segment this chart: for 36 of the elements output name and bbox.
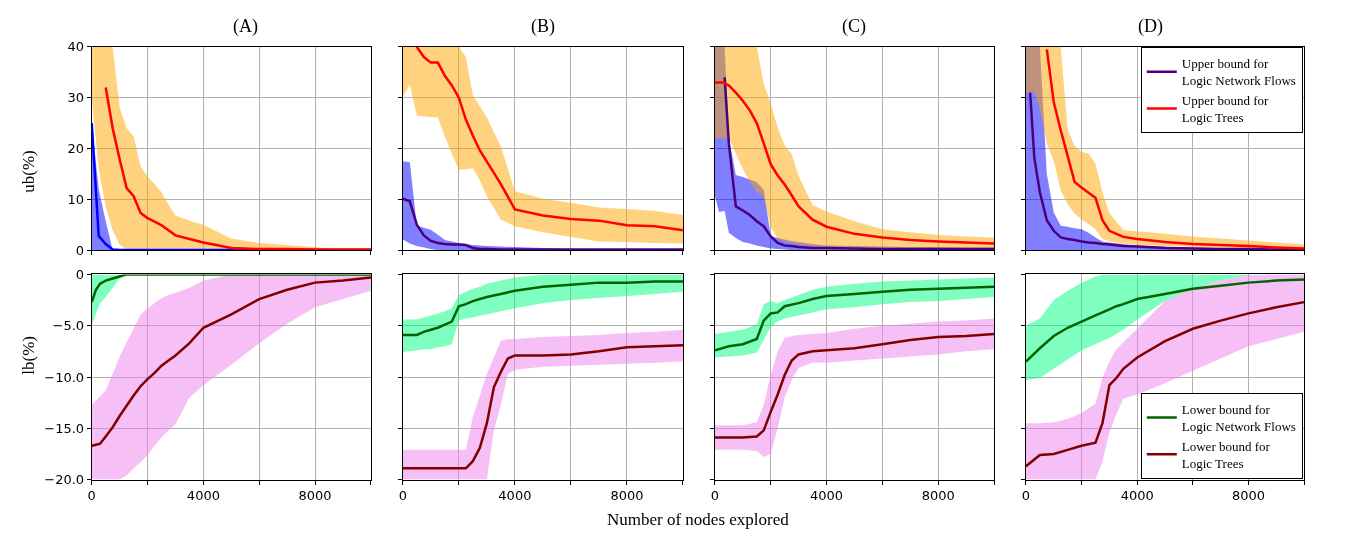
line-series (91, 276, 371, 447)
x-tick-label: 8000 (1231, 488, 1266, 504)
legend-label: Upper bound for Logic Trees (1181, 93, 1270, 126)
y-tick-label: 0 (75, 242, 85, 258)
legend-label: Lower bound for Logic Network Flows (1181, 402, 1296, 434)
chart-title: (A) (233, 16, 258, 37)
y-tick-label: 20 (67, 141, 85, 157)
legend-label: Upper bound for Logic Network Flows (1181, 56, 1296, 89)
legend-label: Lower bound for Logic Trees (1181, 438, 1271, 471)
line-series (91, 274, 371, 304)
y-axis-title: lb(%) (18, 336, 38, 375)
x-tick-label: 4000 (810, 488, 844, 504)
y-tick-label: 10 (67, 191, 85, 207)
x-tick-label: 4000 (498, 488, 532, 504)
x-tick-label: 8000 (610, 488, 644, 504)
y-tick-label: 40 (67, 39, 85, 55)
y-tick-label: −15.0 (44, 420, 85, 436)
y-tick-label: −20.0 (44, 472, 85, 488)
y-tick-label: 30 (67, 90, 85, 106)
line-series (104, 86, 371, 251)
x-tick-label: 0 (398, 488, 407, 504)
x-tick-label: 4000 (1120, 488, 1154, 504)
chart-title: (C) (842, 16, 866, 37)
y-tick-label: −5.0 (52, 318, 85, 334)
x-tick-label: 8000 (921, 488, 955, 504)
x-tick-label: 0 (710, 488, 720, 504)
x-tick-label: 0 (87, 488, 96, 504)
y-tick-label: −10.0 (44, 369, 85, 385)
x-axis-title: Number of nodes explored (607, 510, 790, 529)
y-tick-label: 0 (75, 266, 85, 282)
y-axis-title: ub(%) (18, 150, 38, 193)
x-tick-label: 8000 (298, 488, 332, 504)
chart-title: (B) (531, 16, 555, 37)
chart-title: (D) (1138, 16, 1163, 37)
x-tick-label: 0 (1021, 488, 1031, 504)
x-tick-label: 4000 (186, 488, 220, 504)
